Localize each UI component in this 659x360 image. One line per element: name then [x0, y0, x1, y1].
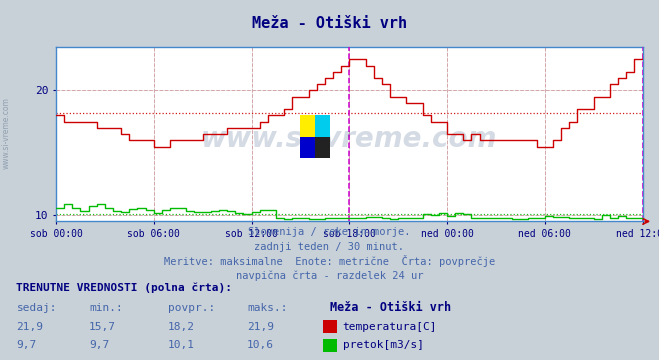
Bar: [300, 115, 315, 137]
Text: sedaj:: sedaj:: [16, 303, 57, 313]
Text: Meža - Otiški vrh: Meža - Otiški vrh: [252, 16, 407, 31]
Text: www.si-vreme.com: www.si-vreme.com: [2, 97, 11, 169]
Text: temperatura[C]: temperatura[C]: [343, 321, 437, 332]
Text: maks.:: maks.:: [247, 303, 287, 313]
Bar: [315, 137, 330, 158]
Bar: [315, 115, 330, 137]
Text: 10,6: 10,6: [247, 340, 274, 350]
Text: 18,2: 18,2: [168, 321, 195, 332]
Text: 10,1: 10,1: [168, 340, 195, 350]
Text: 9,7: 9,7: [89, 340, 109, 350]
Text: 21,9: 21,9: [247, 321, 274, 332]
Text: min.:: min.:: [89, 303, 123, 313]
Text: 9,7: 9,7: [16, 340, 37, 350]
Text: Meritve: maksimalne  Enote: metrične  Črta: povprečje: Meritve: maksimalne Enote: metrične Črta…: [164, 255, 495, 267]
Text: zadnji teden / 30 minut.: zadnji teden / 30 minut.: [254, 242, 405, 252]
Text: 15,7: 15,7: [89, 321, 116, 332]
Text: Meža - Otiški vrh: Meža - Otiški vrh: [330, 301, 451, 314]
Text: pretok[m3/s]: pretok[m3/s]: [343, 340, 424, 350]
Bar: [300, 137, 315, 158]
Text: www.si-vreme.com: www.si-vreme.com: [201, 125, 498, 153]
Text: Slovenija / reke in morje.: Slovenija / reke in morje.: [248, 227, 411, 237]
Text: povpr.:: povpr.:: [168, 303, 215, 313]
Text: 21,9: 21,9: [16, 321, 43, 332]
Text: TRENUTNE VREDNOSTI (polna črta):: TRENUTNE VREDNOSTI (polna črta):: [16, 283, 233, 293]
Text: navpična črta - razdelek 24 ur: navpična črta - razdelek 24 ur: [236, 270, 423, 281]
